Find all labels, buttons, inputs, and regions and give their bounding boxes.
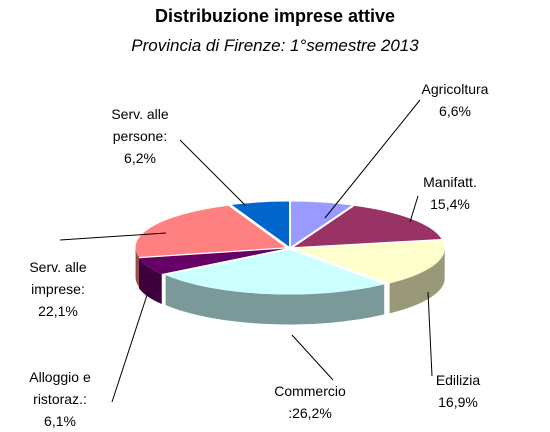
value-label: :26,2% [288,405,332,421]
data-label: Manifatt. 15,4% [405,171,495,215]
slice [294,240,445,284]
value-label: 22,1% [38,303,78,319]
leader-line [324,99,421,219]
slice [165,249,385,295]
value-label: 6,1% [44,413,76,429]
slice-side [165,274,385,325]
category-label: Agricoltura [421,81,489,97]
data-label: Edilizia 16,9% [413,369,503,413]
category-label: Serv. alle imprese: [29,259,87,297]
data-label: Agricoltura 6,6% [410,78,500,122]
value-label: 16,9% [438,394,478,410]
data-label: Serv. alle imprese: 22,1% [13,256,103,322]
slice-side [135,247,140,287]
slice [291,201,352,247]
category-label: Serv. alle persone: [111,106,169,144]
category-label: Edilizia [435,372,481,388]
chart-title: Distribuzione imprese attive [154,6,396,26]
leader-line [111,291,149,403]
slice-side [138,258,162,305]
slice [293,205,442,248]
slice [231,201,290,247]
category-label: Manifatt. [423,174,477,190]
data-label: Alloggio e ristoraz.: 6,1% [12,366,108,432]
value-label: 6,2% [124,150,156,166]
value-label: 15,4% [430,196,470,212]
data-label: Commercio :26,2% [255,380,365,424]
leader-line [409,195,419,223]
leader-line [179,139,247,207]
slice [138,248,286,275]
leader-line [427,291,433,377]
slice [135,205,286,257]
data-label: Serv. alle persone: 6,2% [95,103,185,169]
leader-line [291,334,334,381]
value-label: 6,6% [439,103,471,119]
leader-line [59,232,167,241]
category-label: Alloggio e ristoraz.: [29,369,91,407]
slice-side [389,248,445,314]
chart-subtitle: Provincia di Firenze: 1°semestre 2013 [131,36,419,55]
category-label: Commercio [274,383,346,399]
